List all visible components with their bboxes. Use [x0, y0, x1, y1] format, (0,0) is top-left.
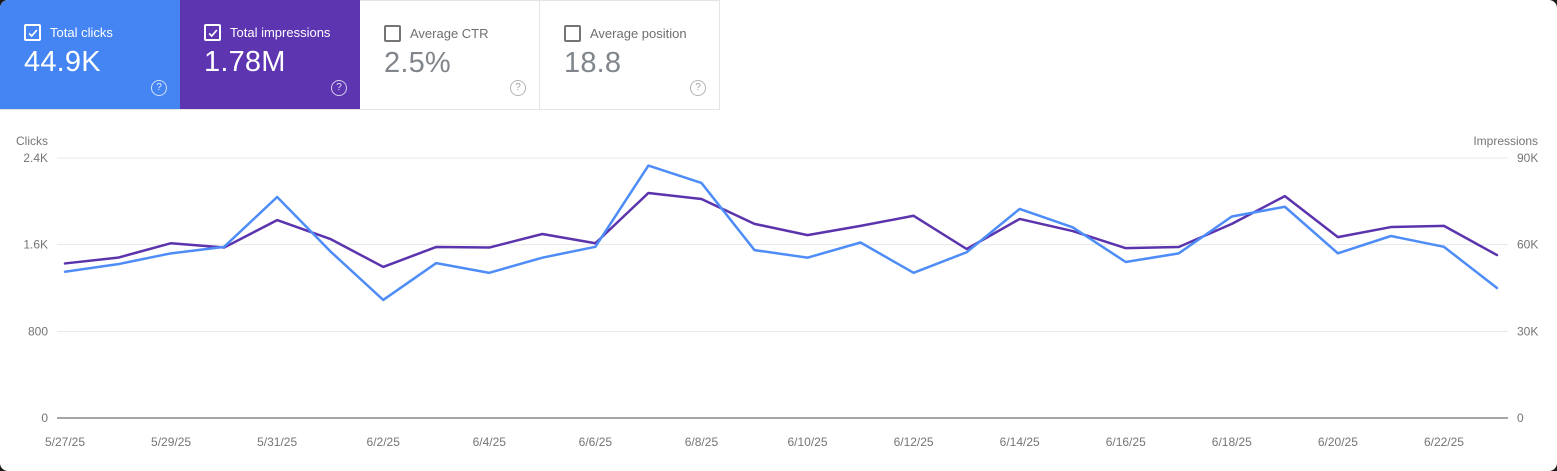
- metric-card-value: 44.9K: [24, 46, 101, 78]
- x-axis-tick-label: 6/12/25: [894, 435, 934, 449]
- x-axis-tick-label: 6/6/25: [579, 435, 613, 449]
- x-axis-tick-label: 6/4/25: [473, 435, 507, 449]
- x-axis-tick-label: 5/31/25: [257, 435, 297, 449]
- metric-card-average-ctr[interactable]: Average CTR 2.5% ?: [360, 0, 540, 110]
- right-axis-tick-label: 90K: [1517, 151, 1538, 165]
- clicks-line[interactable]: [63, 164, 1499, 302]
- x-axis-tick-label: 6/20/25: [1318, 435, 1358, 449]
- help-icon[interactable]: ?: [151, 80, 167, 96]
- x-axis-tick-label: 6/8/25: [685, 435, 719, 449]
- left-axis-tick-label: 1.6K: [23, 238, 48, 252]
- right-axis-title: Impressions: [1473, 134, 1538, 148]
- left-axis-tick-label: 2.4K: [23, 151, 48, 165]
- total-impressions-checkbox[interactable]: [204, 24, 221, 41]
- right-axis-tick-label: 30K: [1517, 324, 1538, 338]
- metric-card-label: Total impressions: [230, 25, 331, 40]
- right-axis-tick-label: 0: [1517, 411, 1524, 425]
- x-axis-tick-label: 6/2/25: [367, 435, 401, 449]
- average-ctr-checkbox[interactable]: [384, 25, 401, 42]
- x-axis-tick-label: 5/29/25: [151, 435, 191, 449]
- metric-card-value: 2.5%: [384, 47, 451, 79]
- left-axis-tick-label: 0: [41, 411, 48, 425]
- metric-card-average-position[interactable]: Average position 18.8 ?: [540, 0, 720, 110]
- help-icon[interactable]: ?: [690, 80, 706, 96]
- left-axis-title: Clicks: [16, 134, 48, 148]
- right-axis-tick-label: 60K: [1517, 238, 1538, 252]
- average-position-checkbox[interactable]: [564, 25, 581, 42]
- help-icon[interactable]: ?: [331, 80, 347, 96]
- x-axis-tick-label: 6/14/25: [1000, 435, 1040, 449]
- x-axis-tick-label: 6/18/25: [1212, 435, 1252, 449]
- total-clicks-checkbox[interactable]: [24, 24, 41, 41]
- metric-card-total-impressions[interactable]: Total impressions 1.78M ?: [180, 0, 360, 110]
- metric-card-label: Total clicks: [50, 25, 113, 40]
- metric-card-label: Average CTR: [410, 26, 489, 41]
- help-icon[interactable]: ?: [510, 80, 526, 96]
- left-axis-tick-label: 800: [28, 324, 48, 338]
- x-axis-tick-label: 6/10/25: [787, 435, 827, 449]
- metric-card-value: 18.8: [564, 47, 622, 79]
- metric-card-value: 1.78M: [204, 46, 286, 78]
- x-axis-tick-label: 5/27/25: [45, 435, 85, 449]
- x-axis-tick-label: 6/16/25: [1106, 435, 1146, 449]
- x-axis-tick-label: 6/22/25: [1424, 435, 1464, 449]
- metric-card-total-clicks[interactable]: Total clicks 44.9K ?: [0, 0, 180, 110]
- metric-card-label: Average position: [590, 26, 687, 41]
- impressions-line[interactable]: [63, 191, 1499, 269]
- metric-cards-row: Total clicks 44.9K ? Total impressions 1…: [0, 0, 720, 110]
